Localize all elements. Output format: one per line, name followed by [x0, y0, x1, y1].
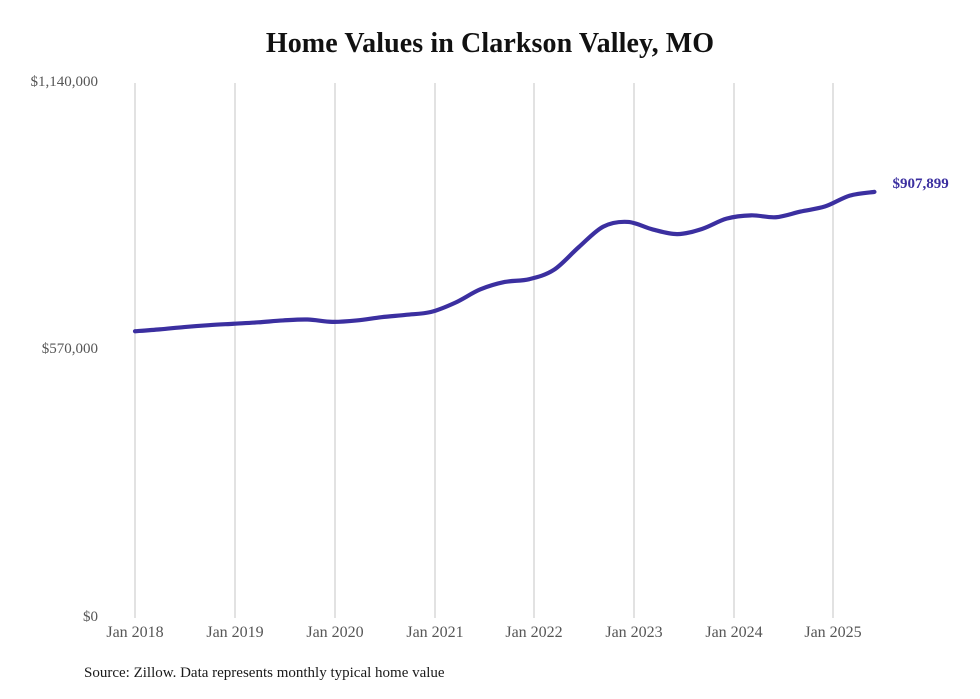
source-note: Source: Zillow. Data represents monthly … [84, 665, 445, 681]
x-tick-jan-2024: Jan 2024 [705, 624, 763, 641]
y-tick-max: $1,140,000 [0, 74, 99, 92]
y-tick-min: $0 [0, 609, 98, 627]
value-line [132, 189, 877, 334]
x-tick-jan-2023: Jan 2023 [605, 624, 663, 641]
x-tick-jan-2022: Jan 2022 [505, 624, 563, 641]
y-tick-max-label: $1,140,000 [30, 74, 99, 90]
x-tick-jan-2021: Jan 2021 [406, 624, 464, 641]
y-tick-mid: $570,000 [0, 341, 98, 359]
y-tick-min-label: $0 [83, 609, 98, 625]
x-tick-jan-2020: Jan 2020 [306, 624, 364, 641]
chart-title: Home Values in Clarkson Valley, MO [265, 28, 715, 59]
x-tick-jan-2018: Jan 2018 [106, 624, 164, 641]
x-tick-jan-2025: Jan 2025 [804, 624, 862, 641]
x-tick-jan-2019: Jan 2019 [206, 624, 264, 641]
y-tick-mid-label: $570,000 [41, 341, 98, 357]
end-value-label: $907,899 [892, 175, 949, 192]
x-gridlines [134, 83, 834, 618]
